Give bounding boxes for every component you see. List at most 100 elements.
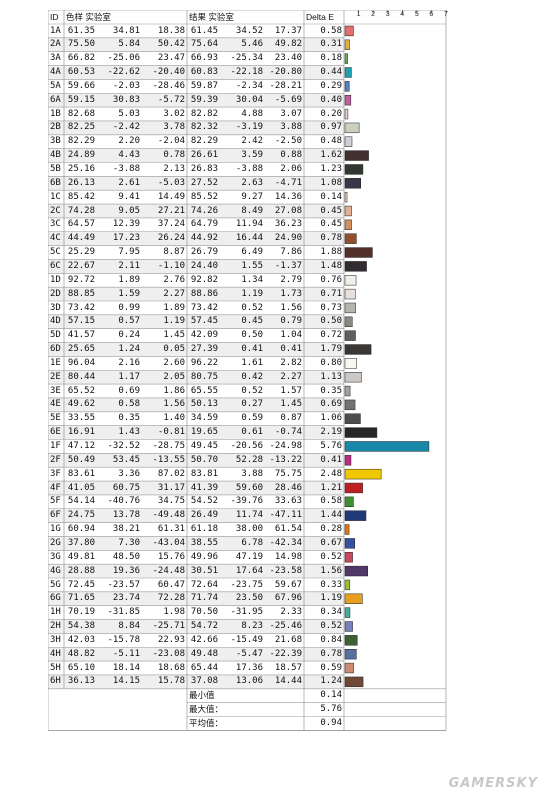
row-shade xyxy=(48,93,344,108)
cell-a: 13.78 xyxy=(112,510,140,521)
cell-l2: 24.40 xyxy=(190,260,218,271)
cell-a: -40.76 xyxy=(107,496,140,507)
cell-delta-e: 2.19 xyxy=(320,427,342,438)
row-shade xyxy=(48,120,344,135)
cell-delta-e: 0.20 xyxy=(320,108,342,119)
summary-label: 平均值： xyxy=(189,718,224,728)
cell-delta-e: 0.58 xyxy=(320,25,342,36)
cell-l2: 37.08 xyxy=(190,676,218,687)
cell-l: 57.15 xyxy=(67,316,95,327)
cell-a2: 0.41 xyxy=(241,344,263,355)
cell-b2: 23.40 xyxy=(274,53,302,64)
bar-6a xyxy=(344,95,352,106)
cell-b2: 27.08 xyxy=(274,205,302,216)
cell-id: 2E xyxy=(50,371,61,382)
row-shade xyxy=(48,619,344,634)
cell-b: 2.27 xyxy=(163,288,185,299)
cell-id: 3E xyxy=(50,385,61,396)
cell-id: 3B xyxy=(50,136,61,147)
row-shade xyxy=(48,397,344,412)
cell-b2: -47.11 xyxy=(269,510,302,521)
cell-l2: 61.18 xyxy=(190,524,218,535)
cell-a2: 2.63 xyxy=(241,177,263,188)
cell-id: 1C xyxy=(50,191,61,202)
cell-a2: -25.34 xyxy=(230,53,263,64)
cell-l2: 88.86 xyxy=(190,288,218,299)
cell-l: 96.04 xyxy=(67,357,95,368)
cell-delta-e: 0.50 xyxy=(320,316,342,327)
cell-b2: 14.44 xyxy=(274,676,302,687)
cell-a: 3.36 xyxy=(118,468,140,479)
cell-delta-e: 0.28 xyxy=(320,524,342,535)
cell-a: 2.16 xyxy=(118,357,140,368)
bar-6c xyxy=(344,261,367,272)
cell-b: 2.05 xyxy=(163,371,185,382)
row-shade xyxy=(48,342,344,357)
cell-l: 41.57 xyxy=(67,330,95,341)
cell-l2: 19.65 xyxy=(190,427,218,438)
cell-b: 18.38 xyxy=(157,25,185,36)
cell-b2: 49.82 xyxy=(274,39,302,50)
bar-2d xyxy=(344,288,356,300)
cell-b2: -28.21 xyxy=(269,80,302,91)
cell-a2: -2.34 xyxy=(235,80,263,91)
cell-id: 4E xyxy=(50,399,61,410)
cell-b2: -20.80 xyxy=(269,67,302,78)
cell-b2: 0.88 xyxy=(280,150,302,161)
cell-a: -5.11 xyxy=(112,648,140,659)
cell-a: 0.99 xyxy=(118,302,140,313)
cell-delta-e: 0.52 xyxy=(320,621,342,632)
cell-b: 1.89 xyxy=(163,302,185,313)
cell-l2: 27.39 xyxy=(190,344,218,355)
cell-a2: 0.42 xyxy=(241,371,263,382)
cell-l: 25.65 xyxy=(67,344,95,355)
x-tick-label: 3 xyxy=(385,11,390,18)
bar-6f xyxy=(344,510,367,521)
cell-b: 31.17 xyxy=(157,482,185,493)
cell-delta-e: 1.88 xyxy=(320,247,342,258)
cell-l: 82.25 xyxy=(67,122,95,133)
cell-b: -0.81 xyxy=(157,427,185,438)
cell-l: 92.72 xyxy=(67,274,95,285)
cell-b2: 36.23 xyxy=(274,219,302,230)
cell-a2: -3.88 xyxy=(235,164,263,174)
cell-delta-e: 0.76 xyxy=(320,274,342,285)
cell-l2: 49.45 xyxy=(190,441,218,451)
cell-a2: 3.88 xyxy=(241,468,263,479)
cell-l2: 34.59 xyxy=(190,413,218,424)
cell-b: -2.04 xyxy=(157,136,185,147)
cell-l: 47.12 xyxy=(67,441,95,451)
row-shade xyxy=(48,453,344,468)
cell-a: 2.11 xyxy=(118,260,140,271)
cell-b2: 2.82 xyxy=(280,357,302,368)
summary-value: 0.94 xyxy=(320,718,342,728)
cell-b: -49.48 xyxy=(152,510,185,521)
cell-id: 4G xyxy=(50,565,61,576)
cell-a: 0.69 xyxy=(118,385,140,396)
bar-5h xyxy=(344,662,354,674)
cell-b2: 28.46 xyxy=(274,482,302,493)
bar-4f xyxy=(344,482,363,494)
cell-l2: 54.72 xyxy=(190,621,218,632)
cell-id: 2F xyxy=(50,454,61,465)
cell-b: -1.10 xyxy=(157,260,185,271)
cell-a: 4.43 xyxy=(118,150,140,161)
cell-id: 5G xyxy=(50,579,61,590)
cell-a2: 17.64 xyxy=(235,565,263,576)
cell-a2: 3.59 xyxy=(241,150,263,161)
cell-l: 24.89 xyxy=(67,150,95,161)
cell-b2: 2.79 xyxy=(280,274,302,285)
cell-l2: 92.82 xyxy=(190,274,218,285)
cell-b: -20.40 xyxy=(152,67,185,78)
cell-l2: 30.51 xyxy=(190,565,218,576)
cell-a: 5.84 xyxy=(118,39,140,50)
cell-b: 14.49 xyxy=(157,191,185,202)
cell-l2: 26.49 xyxy=(190,510,218,521)
cell-id: 1F xyxy=(50,441,61,451)
summary-label: 最小值 xyxy=(189,690,215,701)
cell-l2: 71.74 xyxy=(190,593,218,604)
cell-a: 5.03 xyxy=(118,108,140,119)
cell-b2: -4.71 xyxy=(274,177,302,188)
cell-b: 18.68 xyxy=(157,662,185,673)
cell-a2: 0.59 xyxy=(241,413,263,424)
